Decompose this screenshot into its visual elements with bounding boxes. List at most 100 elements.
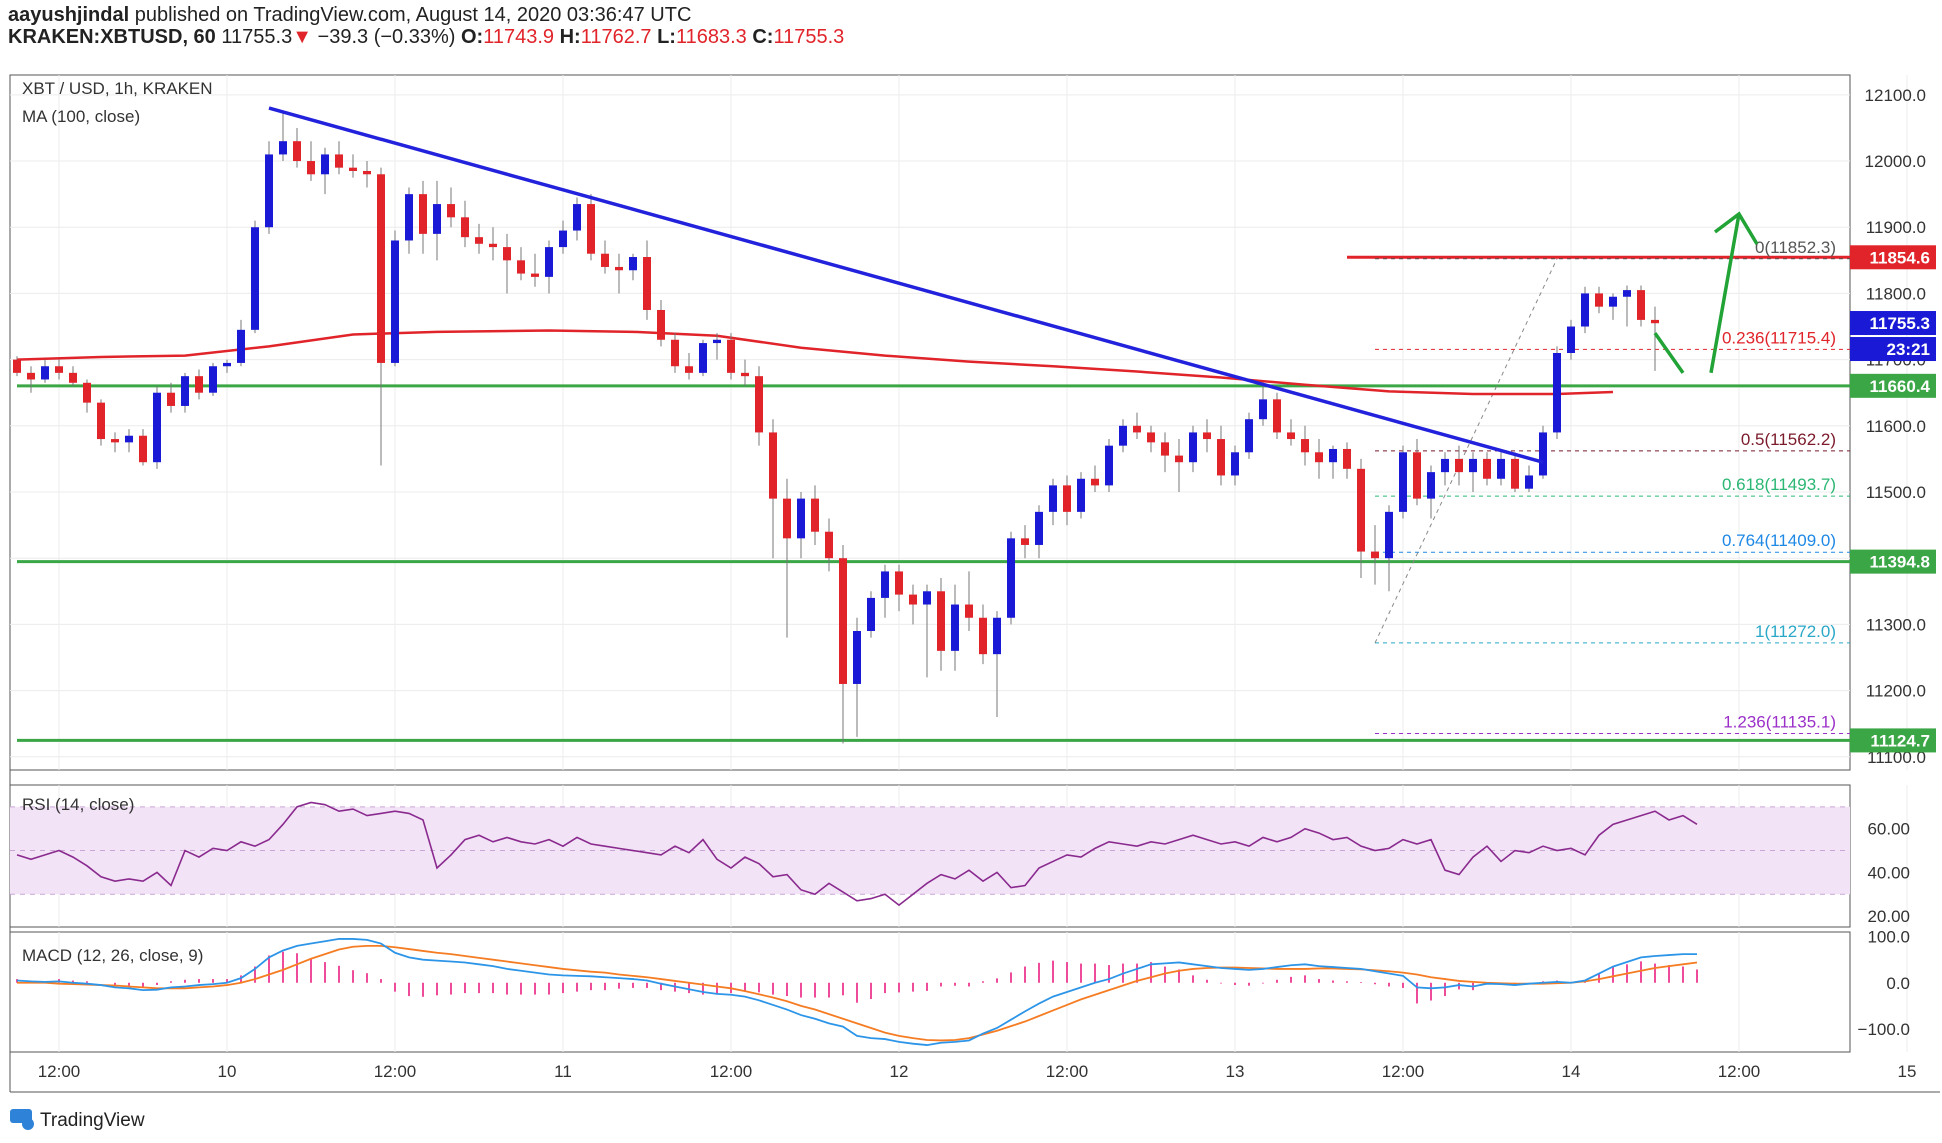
candle-bearish[interactable] xyxy=(1413,452,1421,499)
candle-bearish[interactable] xyxy=(27,372,35,380)
candle-bearish[interactable] xyxy=(377,174,385,363)
candle-bullish[interactable] xyxy=(321,154,329,175)
rsi-line[interactable] xyxy=(16,801,1698,907)
candle-bullish[interactable] xyxy=(41,366,49,380)
candle-bearish[interactable] xyxy=(1287,432,1295,440)
candle-bearish[interactable] xyxy=(1273,399,1281,433)
candle-bearish[interactable] xyxy=(1175,455,1183,463)
candle-bullish[interactable] xyxy=(1007,538,1015,618)
candle-bearish[interactable] xyxy=(671,339,679,367)
candle-bearish[interactable] xyxy=(601,253,609,267)
candle-bullish[interactable] xyxy=(993,617,1001,655)
candle-bullish[interactable] xyxy=(181,376,189,406)
candle-bearish[interactable] xyxy=(657,309,665,340)
rsi-legend[interactable]: RSI (14, close) xyxy=(22,795,134,814)
candle-bearish[interactable] xyxy=(83,382,91,403)
candle-bullish[interactable] xyxy=(1609,296,1617,307)
candle-bearish[interactable] xyxy=(1301,439,1309,453)
candle-bearish[interactable] xyxy=(489,243,497,248)
candle-bearish[interactable] xyxy=(461,217,469,238)
candle-bearish[interactable] xyxy=(811,498,819,532)
bearish-trendline[interactable] xyxy=(268,106,1544,464)
candle-bearish[interactable] xyxy=(293,141,301,162)
candle-bearish[interactable] xyxy=(475,237,483,244)
candle-bullish[interactable] xyxy=(153,392,161,463)
candle-bearish[interactable] xyxy=(349,167,357,171)
candle-bearish[interactable] xyxy=(517,260,525,274)
candle-bearish[interactable] xyxy=(839,558,847,684)
candle-bearish[interactable] xyxy=(895,571,903,595)
candle-bearish[interactable] xyxy=(937,591,945,651)
candle-bearish[interactable] xyxy=(111,439,119,443)
candle-bearish[interactable] xyxy=(419,194,427,234)
candle-bullish[interactable] xyxy=(1469,458,1477,473)
candle-bearish[interactable] xyxy=(1063,485,1071,512)
candle-bullish[interactable] xyxy=(867,597,875,631)
candle-bearish[interactable] xyxy=(1091,478,1099,486)
candle-bearish[interactable] xyxy=(1455,458,1463,473)
candle-bullish[interactable] xyxy=(1189,432,1197,463)
candle-bullish[interactable] xyxy=(629,257,637,271)
ma-legend[interactable]: MA (100, close) xyxy=(22,107,140,126)
projection-rise-stroke[interactable] xyxy=(1709,213,1741,374)
candle-bullish[interactable] xyxy=(881,571,889,598)
candle-bearish[interactable] xyxy=(755,376,763,433)
candle-bullish[interactable] xyxy=(1329,448,1337,463)
candle-bullish[interactable] xyxy=(237,329,245,363)
candle-bullish[interactable] xyxy=(1441,458,1449,473)
candle-bullish[interactable] xyxy=(853,631,861,684)
candle-bearish[interactable] xyxy=(13,359,21,373)
tradingview-brand[interactable]: TradingView xyxy=(40,1110,145,1131)
candle-bearish[interactable] xyxy=(965,604,973,618)
candle-bullish[interactable] xyxy=(1497,458,1505,479)
candle-bearish[interactable] xyxy=(195,376,203,393)
candle-bearish[interactable] xyxy=(685,366,693,373)
candle-bullish[interactable] xyxy=(1119,425,1127,446)
fib-diagonal[interactable] xyxy=(1374,258,1558,644)
candle-bearish[interactable] xyxy=(1343,448,1351,469)
candle-bearish[interactable] xyxy=(741,372,749,377)
macd-line[interactable] xyxy=(16,938,1697,1046)
candle-bearish[interactable] xyxy=(979,617,987,655)
candle-bearish[interactable] xyxy=(1147,432,1155,443)
candle-bearish[interactable] xyxy=(1133,425,1141,433)
projection-dip-stroke[interactable] xyxy=(1653,332,1685,374)
candle-bullish[interactable] xyxy=(1105,445,1113,486)
rsi-pane[interactable]: 20.00 40.00 60.00 xyxy=(10,801,1910,926)
candle-bearish[interactable] xyxy=(335,154,343,168)
tradingview-logo-icon[interactable] xyxy=(10,1109,34,1130)
candle-bullish[interactable] xyxy=(923,591,931,605)
candle-bearish[interactable] xyxy=(1651,319,1659,324)
candle-bearish[interactable] xyxy=(1217,439,1225,476)
candle-bullish[interactable] xyxy=(265,154,273,228)
macd-pane[interactable]: −100.0 0.0 100.0 xyxy=(16,928,1910,1046)
candle-bearish[interactable] xyxy=(769,432,777,499)
candle-bearish[interactable] xyxy=(1161,442,1169,456)
candle-bullish[interactable] xyxy=(1553,353,1561,433)
author-name[interactable]: aayushjindal xyxy=(8,4,130,26)
candle-bullish[interactable] xyxy=(251,227,259,330)
candle-bullish[interactable] xyxy=(559,230,567,248)
candle-bullish[interactable] xyxy=(1049,485,1057,512)
macd-legend[interactable]: MACD (12, 26, close, 9) xyxy=(22,946,203,965)
candle-bullish[interactable] xyxy=(545,247,553,277)
candle-bullish[interactable] xyxy=(699,343,707,373)
candle-bearish[interactable] xyxy=(783,498,791,539)
candle-bearish[interactable] xyxy=(1021,538,1029,545)
candle-bearish[interactable] xyxy=(615,266,623,271)
candle-bullish[interactable] xyxy=(1077,478,1085,512)
candle-bullish[interactable] xyxy=(573,204,581,231)
candle-bearish[interactable] xyxy=(727,339,735,373)
candle-bullish[interactable] xyxy=(1385,511,1393,559)
time-axis[interactable]: 12:00 10 12:00 11 12:00 12 12:00 13 12:00 14 12:00… xyxy=(38,1062,1942,1081)
candle-bullish[interactable] xyxy=(951,604,959,651)
candle-bearish[interactable] xyxy=(1511,458,1519,489)
candle-bullish[interactable] xyxy=(1539,432,1547,476)
main-legend-title[interactable]: XBT / USD, 1h, KRAKEN xyxy=(22,79,213,98)
candle-bullish[interactable] xyxy=(1427,472,1435,499)
candle-bullish[interactable] xyxy=(713,339,721,344)
candle-bullish[interactable] xyxy=(1259,399,1267,420)
candle-bullish[interactable] xyxy=(1035,511,1043,545)
candle-bearish[interactable] xyxy=(503,247,511,261)
candle-bullish[interactable] xyxy=(125,435,133,443)
